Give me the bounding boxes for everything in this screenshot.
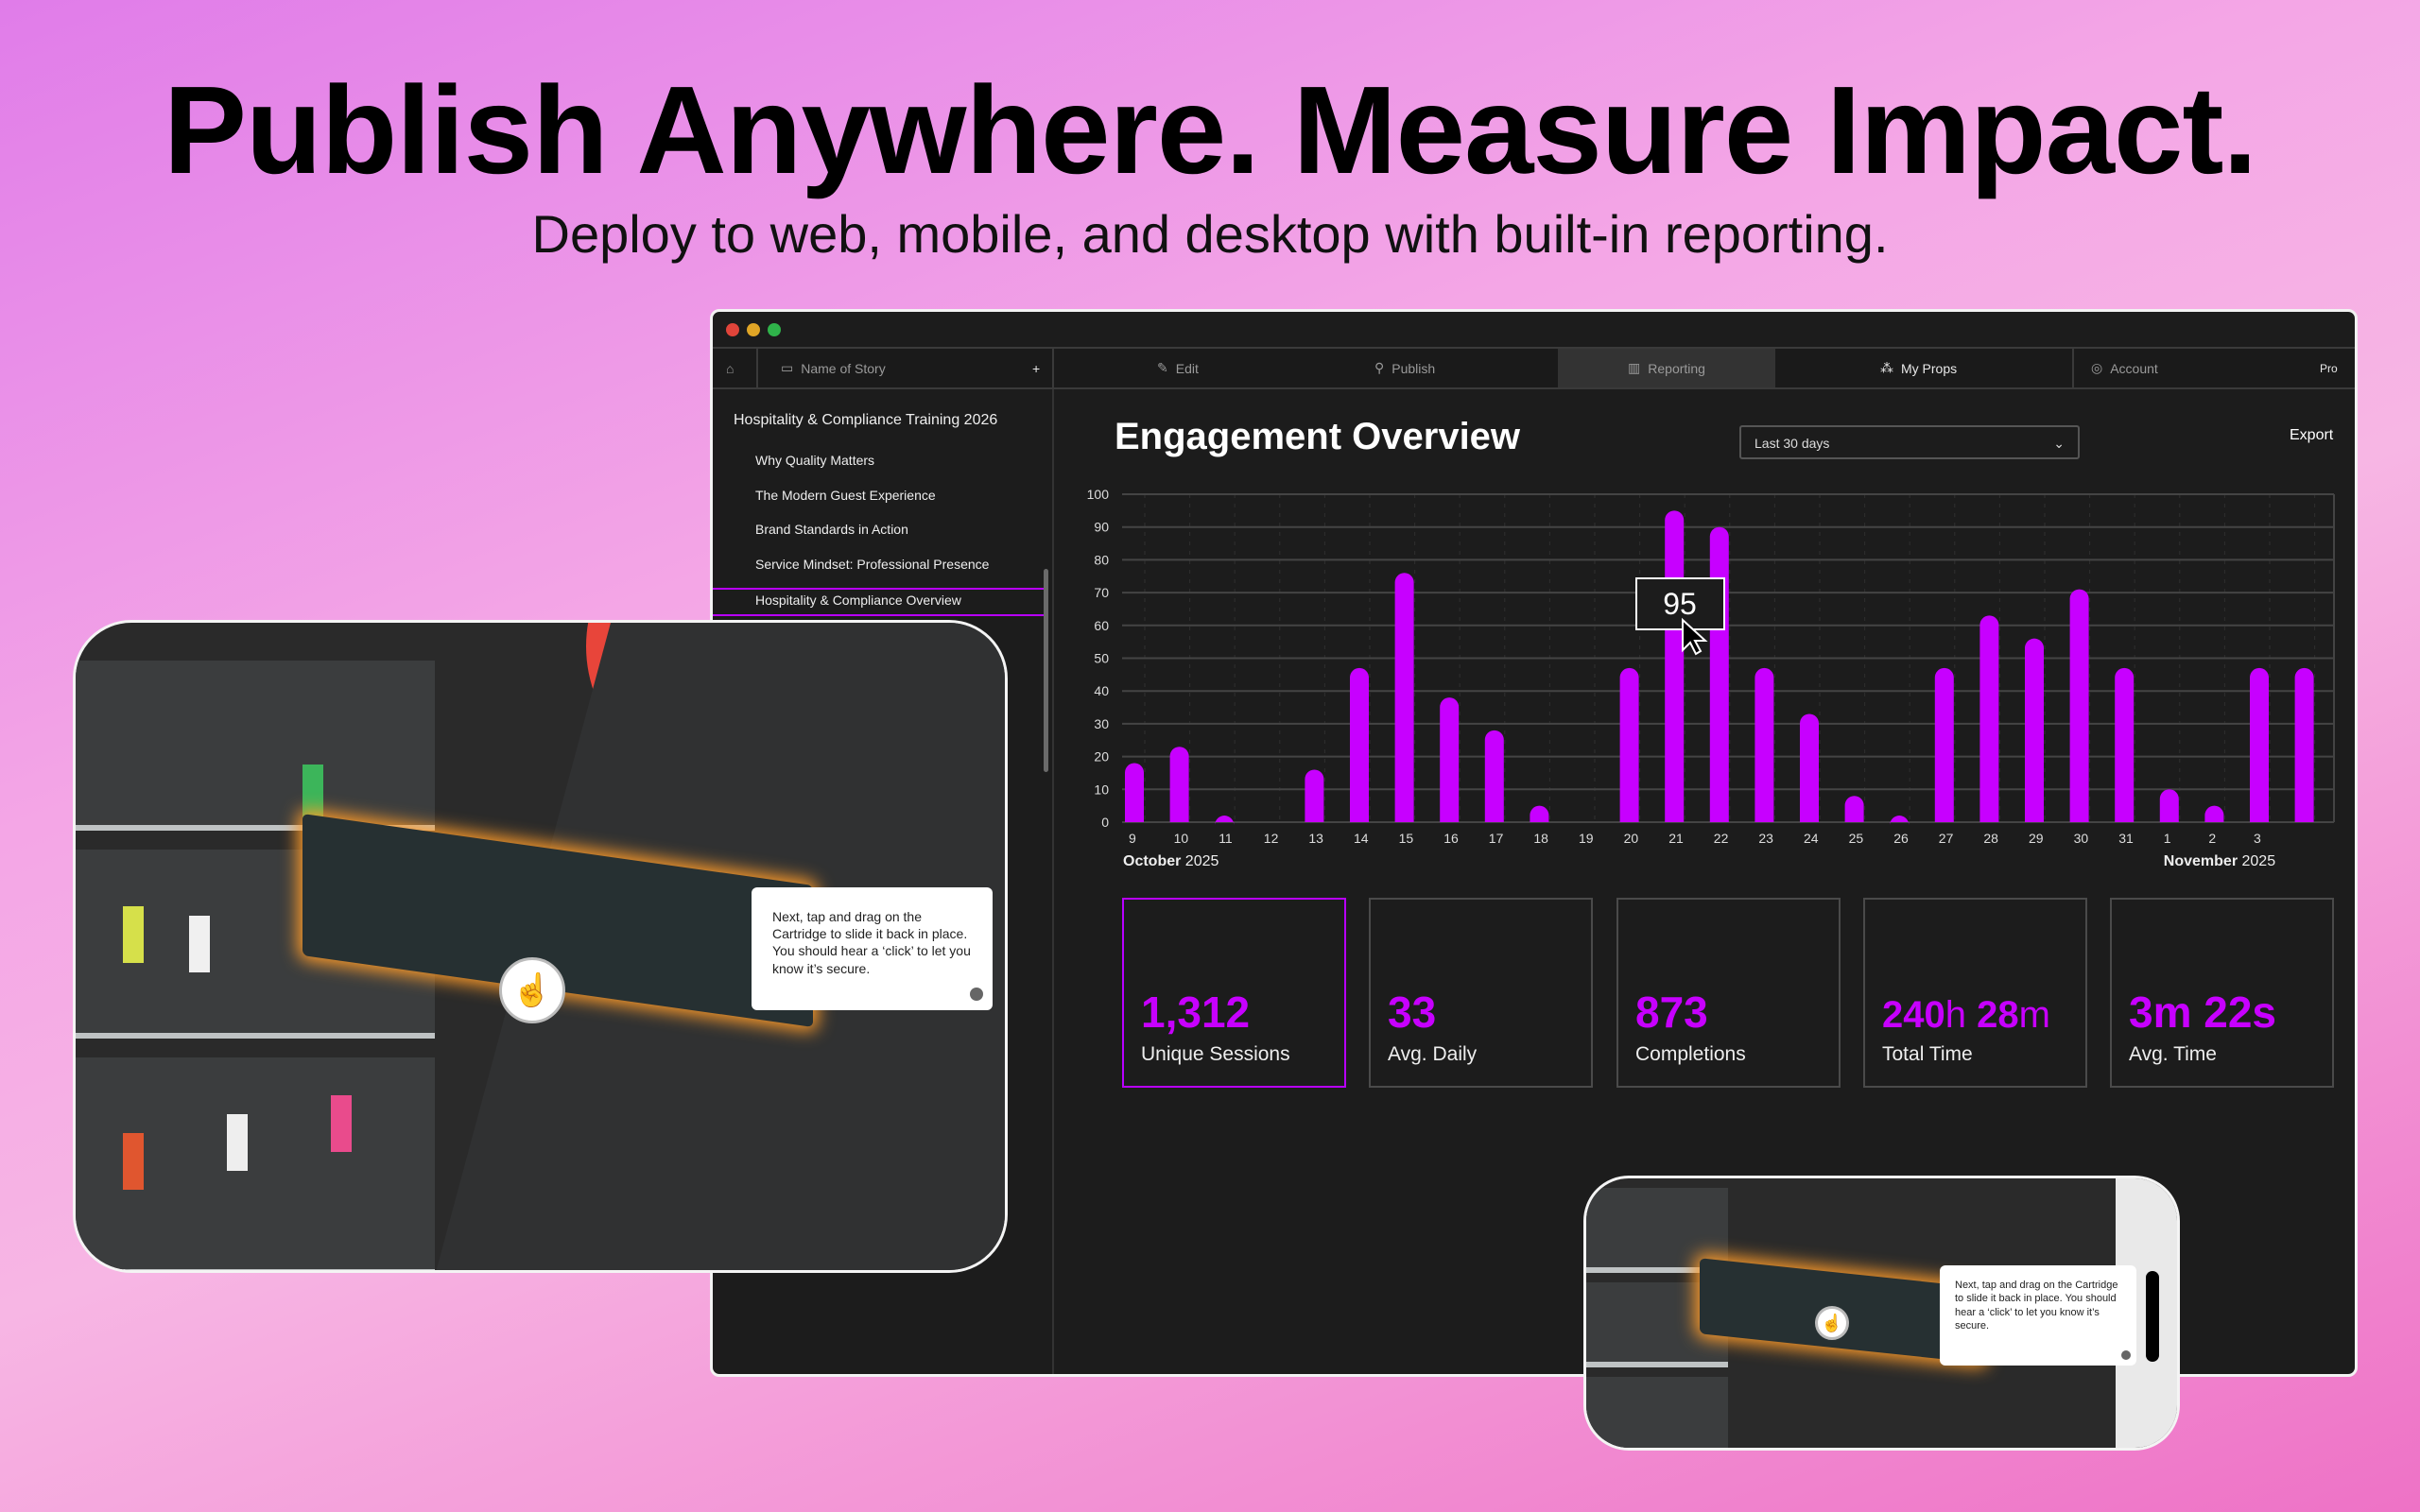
tab-my-props-label: My Props [1901, 360, 1958, 376]
book-icon: ▭ [781, 360, 794, 375]
scene-product [331, 1095, 352, 1152]
instruction-tooltip: Next, tap and drag on the Cartridge to s… [1940, 1265, 2136, 1366]
stat-card[interactable]: 1,312 Unique Sessions [1122, 898, 1346, 1088]
selected-item-highlight [713, 588, 1048, 616]
date-range-value: Last 30 days [1754, 436, 1830, 451]
story-name: Name of Story [801, 360, 886, 376]
home-icon: ⌂ [726, 360, 735, 376]
story-name-field[interactable]: ▭ Name of Story [781, 349, 886, 387]
scene-product [227, 1114, 248, 1171]
plan-badge: Pro [2320, 361, 2338, 375]
instruction-text: Next, tap and drag on the Cartridge to s… [772, 909, 971, 976]
minimize-window-button[interactable] [747, 323, 760, 336]
chart-icon: ▥ [1628, 360, 1641, 375]
date-range-select[interactable]: Last 30 days ⌄ [1739, 425, 2080, 459]
page-title: Engagement Overview [1115, 416, 1521, 457]
sidebar-item[interactable]: Brand Standards in Action [755, 522, 908, 537]
home-button[interactable]: ⌂ [726, 349, 734, 387]
tab-edit[interactable]: ✎ Edit [1157, 349, 1199, 387]
stat-card[interactable]: 33 Avg. Daily [1369, 898, 1593, 1088]
sidebar-item-selected[interactable]: Hospitality & Compliance Overview [755, 593, 961, 608]
speaker-icon[interactable] [2121, 1350, 2131, 1360]
export-button[interactable]: Export [2290, 427, 2334, 443]
stat-label: Unique Sessions [1141, 1043, 1290, 1065]
stat-card[interactable]: 873 Completions [1616, 898, 1841, 1088]
tab-my-props[interactable]: ⁂ My Props [1880, 349, 1957, 387]
tab-publish-label: Publish [1392, 360, 1436, 376]
hand-pointer-icon: ☝ [1815, 1306, 1849, 1340]
share-icon: ⚲ [1374, 360, 1385, 375]
account-label: Account [2110, 360, 2158, 376]
scene-product [123, 1133, 144, 1190]
add-story-button[interactable]: + [1032, 360, 1041, 376]
tab-reporting[interactable]: ▥ Reporting [1558, 349, 1775, 387]
sidebar-scrollbar[interactable] [1044, 569, 1048, 772]
stat-value: 33 [1388, 988, 1437, 1037]
stat-card[interactable]: 3m 22s Avg. Time [2110, 898, 2334, 1088]
sidebar-item[interactable]: Service Mindset: Professional Presence [755, 557, 990, 572]
account-button[interactable]: ◎ Account [2091, 349, 2158, 387]
scene-shelf [1586, 1377, 1728, 1448]
scene-shelf [76, 661, 435, 831]
close-window-button[interactable] [726, 323, 739, 336]
phone-preview: ☝ Next, tap and drag on the Cartridge to… [1583, 1176, 2180, 1451]
tab-reporting-label: Reporting [1648, 360, 1705, 376]
chevron-down-icon: ⌄ [2053, 436, 2065, 451]
hand-pointer-icon: ☝ [499, 957, 565, 1023]
stat-value: 240h 28m [1882, 994, 2050, 1036]
tablet-preview: ☝ Next, tap and drag on the Cartridge to… [73, 620, 1008, 1273]
stat-label: Completions [1635, 1043, 1746, 1065]
stat-label: Avg. Daily [1388, 1043, 1478, 1065]
stat-label: Avg. Time [2129, 1043, 2217, 1065]
user-icon: ◎ [2091, 360, 2103, 375]
top-nav: ⌂ ▭ Name of Story + ✎ Edit ⚲ Publish ▥ Repor… [713, 347, 2355, 389]
instruction-text: Next, tap and drag on the Cartridge to s… [1955, 1280, 2118, 1332]
stat-value: 3m 22s [2129, 988, 2277, 1037]
stat-label: Total Time [1882, 1043, 1973, 1065]
scene-product [189, 916, 210, 972]
sidebar: Hospitality & Compliance Training 2026 W… [713, 389, 1054, 1374]
tab-edit-label: Edit [1175, 360, 1199, 376]
instruction-tooltip: Next, tap and drag on the Cartridge to s… [752, 887, 993, 1010]
subheadline: Deploy to web, mobile, and desktop with … [531, 204, 1889, 264]
maximize-window-button[interactable] [768, 323, 781, 336]
stat-value: 1,312 [1141, 988, 1251, 1037]
course-title[interactable]: Hospitality & Compliance Training 2026 [734, 412, 998, 428]
stat-card[interactable]: 240h 28m Total Time [1863, 898, 2087, 1088]
tab-publish[interactable]: ⚲ Publish [1374, 349, 1435, 387]
scene-product [123, 906, 144, 963]
headline: Publish Anywhere. Measure Impact. [163, 60, 2257, 199]
edit-icon: ✎ [1157, 360, 1168, 375]
stat-value: 873 [1635, 988, 1708, 1037]
sidebar-item[interactable]: Why Quality Matters [755, 453, 875, 468]
sidebar-item[interactable]: The Modern Guest Experience [755, 488, 936, 503]
scene-product [302, 765, 323, 821]
speaker-icon[interactable] [970, 988, 983, 1001]
props-icon: ⁂ [1880, 360, 1893, 375]
phone-side-button [2146, 1271, 2159, 1362]
